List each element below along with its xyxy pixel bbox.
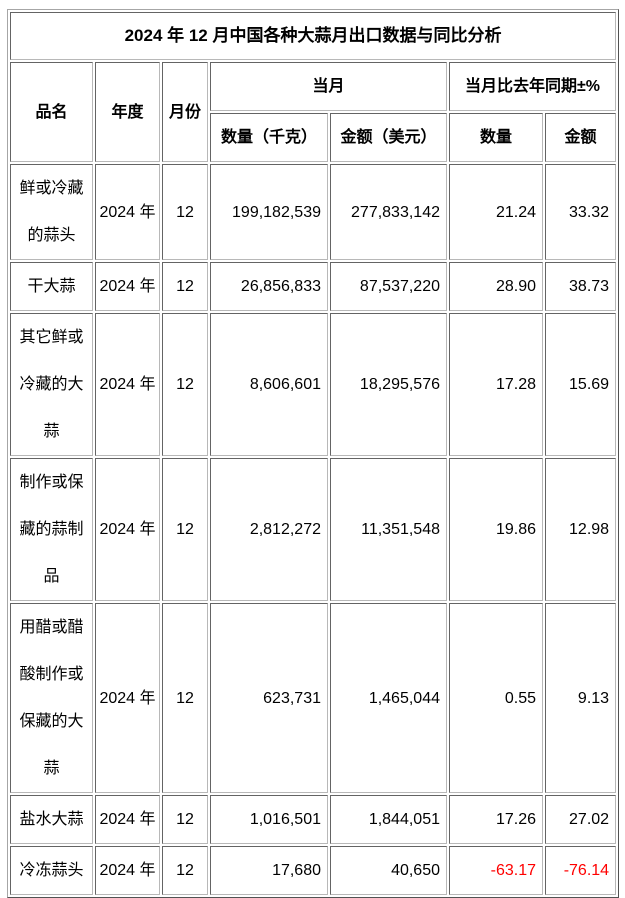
product-name-cell: 用醋或醋酸制作或保藏的大蒜 xyxy=(10,603,93,793)
year-cell: 2024 年 xyxy=(95,846,160,895)
amount-cell: 1,844,051 xyxy=(330,795,447,844)
yoy-amount-cell: 33.32 xyxy=(545,164,617,260)
month-cell: 12 xyxy=(162,313,208,456)
header-current-month-group: 当月 xyxy=(210,62,447,111)
yoy-amount-cell: 27.02 xyxy=(545,795,617,844)
table-row: 用醋或醋酸制作或保藏的大蒜 2024 年 12 623,731 1,465,04… xyxy=(10,603,617,793)
table-row: 制作或保藏的蒜制品 2024 年 12 2,812,272 11,351,548… xyxy=(10,458,617,601)
table-row: 鲜或冷藏的蒜头 2024 年 12 199,182,539 277,833,14… xyxy=(10,164,617,260)
yoy-amount-cell: 9.13 xyxy=(545,603,617,793)
header-row-top: 品名 年度 月份 当月 当月比去年同期±% xyxy=(10,62,617,162)
header-month: 月份 xyxy=(162,62,208,162)
table-row: 盐水大蒜 2024 年 12 1,016,501 1,844,051 17.26… xyxy=(10,795,617,844)
yoy-amount-cell: 15.69 xyxy=(545,313,617,456)
yoy-qty-cell: 28.90 xyxy=(449,262,543,311)
year-cell: 2024 年 xyxy=(95,262,160,311)
year-cell: 2024 年 xyxy=(95,603,160,793)
yoy-qty-cell: 19.86 xyxy=(449,458,543,601)
header-yoy-amount: 金额 xyxy=(545,113,617,162)
year-cell: 2024 年 xyxy=(95,164,160,260)
qty-cell: 623,731 xyxy=(210,603,328,793)
year-cell: 2024 年 xyxy=(95,458,160,601)
yoy-amount-cell: -76.14 xyxy=(545,846,617,895)
product-name-cell: 制作或保藏的蒜制品 xyxy=(10,458,93,601)
table-row: 干大蒜 2024 年 12 26,856,833 87,537,220 28.9… xyxy=(10,262,617,311)
header-row-sub: 数量（千克） 金额（美元） 数量 金额 xyxy=(10,113,617,162)
qty-cell: 17,680 xyxy=(210,846,328,895)
yoy-qty-cell: 0.55 xyxy=(449,603,543,793)
product-name-cell: 鲜或冷藏的蒜头 xyxy=(10,164,93,260)
amount-cell: 277,833,142 xyxy=(330,164,447,260)
yoy-qty-cell: 21.24 xyxy=(449,164,543,260)
month-cell: 12 xyxy=(162,846,208,895)
year-cell: 2024 年 xyxy=(95,313,160,456)
header-qty-kg: 数量（千克） xyxy=(210,113,328,162)
amount-cell: 1,465,044 xyxy=(330,603,447,793)
month-cell: 12 xyxy=(162,603,208,793)
month-cell: 12 xyxy=(162,262,208,311)
table-row: 其它鲜或冷藏的大蒜 2024 年 12 8,606,601 18,295,576… xyxy=(10,313,617,456)
header-yoy-qty: 数量 xyxy=(449,113,543,162)
title-row: 2024 年 12 月中国各种大蒜月出口数据与同比分析 xyxy=(10,12,617,60)
product-name-cell: 其它鲜或冷藏的大蒜 xyxy=(10,313,93,456)
table-row: 冷冻蒜头 2024 年 12 17,680 40,650 -63.17 -76.… xyxy=(10,846,617,895)
month-cell: 12 xyxy=(162,164,208,260)
header-year: 年度 xyxy=(95,62,160,162)
header-amount-usd: 金额（美元） xyxy=(330,113,447,162)
yoy-qty-cell: -63.17 xyxy=(449,846,543,895)
month-cell: 12 xyxy=(162,458,208,601)
amount-cell: 87,537,220 xyxy=(330,262,447,311)
yoy-qty-cell: 17.28 xyxy=(449,313,543,456)
product-name-cell: 冷冻蒜头 xyxy=(10,846,93,895)
header-product: 品名 xyxy=(10,62,93,162)
qty-cell: 8,606,601 xyxy=(210,313,328,456)
yoy-amount-cell: 12.98 xyxy=(545,458,617,601)
yoy-qty-cell: 17.26 xyxy=(449,795,543,844)
table-title: 2024 年 12 月中国各种大蒜月出口数据与同比分析 xyxy=(10,12,617,60)
month-cell: 12 xyxy=(162,795,208,844)
product-name-cell: 干大蒜 xyxy=(10,262,93,311)
amount-cell: 11,351,548 xyxy=(330,458,447,601)
qty-cell: 26,856,833 xyxy=(210,262,328,311)
yoy-amount-cell: 38.73 xyxy=(545,262,617,311)
qty-cell: 199,182,539 xyxy=(210,164,328,260)
amount-cell: 40,650 xyxy=(330,846,447,895)
qty-cell: 2,812,272 xyxy=(210,458,328,601)
garlic-export-table: 2024 年 12 月中国各种大蒜月出口数据与同比分析 品名 年度 月份 当月 … xyxy=(7,9,620,898)
amount-cell: 18,295,576 xyxy=(330,313,447,456)
header-yoy-group: 当月比去年同期±% xyxy=(449,62,617,111)
qty-cell: 1,016,501 xyxy=(210,795,328,844)
table-body: 2024 年 12 月中国各种大蒜月出口数据与同比分析 品名 年度 月份 当月 … xyxy=(10,12,617,895)
year-cell: 2024 年 xyxy=(95,795,160,844)
product-name-cell: 盐水大蒜 xyxy=(10,795,93,844)
